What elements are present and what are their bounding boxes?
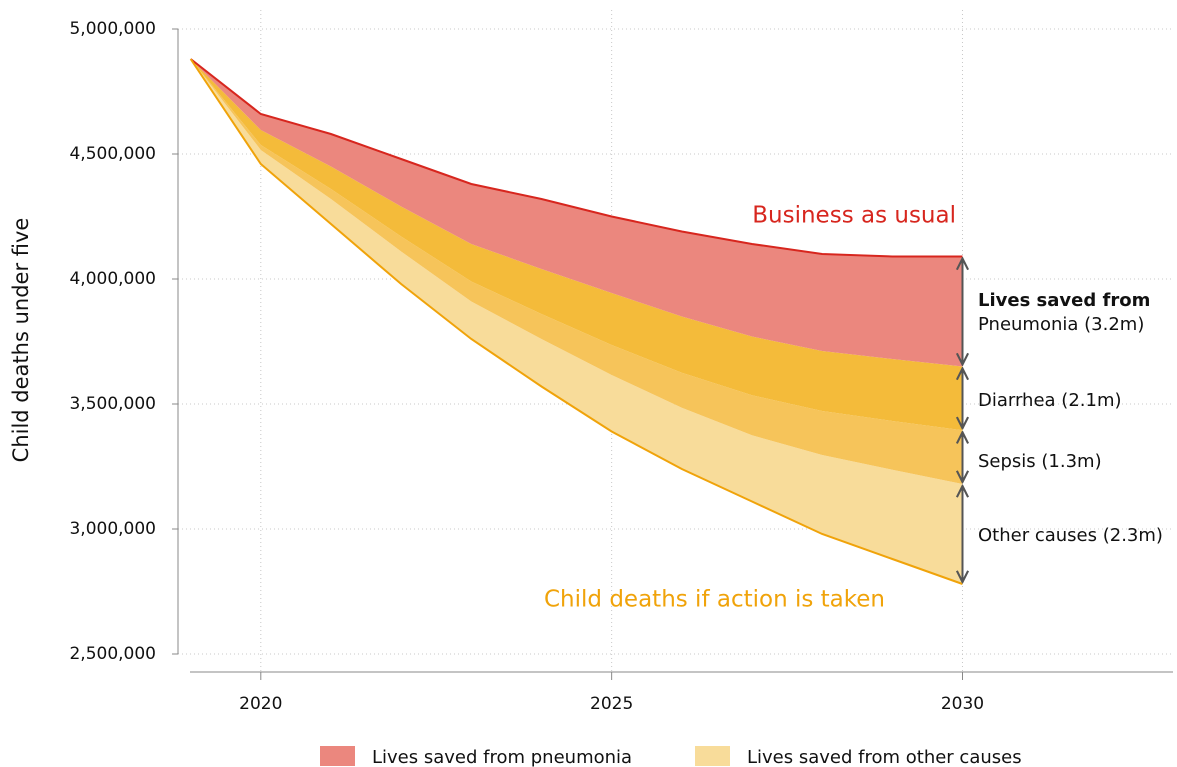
y-tick-label: 4,500,000 xyxy=(69,144,156,164)
action-line xyxy=(189,58,963,585)
y-tick-label: 3,000,000 xyxy=(69,519,156,539)
y-tick-label: 3,500,000 xyxy=(69,394,156,414)
annotation: Lives saved from xyxy=(978,290,1150,311)
legend-label: Lives saved from pneumonia xyxy=(372,747,632,767)
legend-label: Lives saved from other causes xyxy=(747,747,1022,767)
annotation: Pneumonia (3.2m) xyxy=(978,314,1144,335)
x-tick-label: 2025 xyxy=(590,694,633,714)
area xyxy=(190,59,963,484)
area xyxy=(190,59,963,367)
area xyxy=(190,59,963,431)
annotation: Other causes (2.3m) xyxy=(978,525,1163,546)
legend-swatch xyxy=(320,746,355,766)
y-axis-label: Child deaths under five xyxy=(9,218,33,463)
y-tick-label: 5,000,000 xyxy=(69,19,156,39)
annotation: Child deaths if action is taken xyxy=(544,587,885,613)
y-tick-label: 2,500,000 xyxy=(69,644,156,664)
annotation: Sepsis (1.3m) xyxy=(978,451,1102,472)
y-tick-label: 4,000,000 xyxy=(69,269,156,289)
annotation: Business as usual xyxy=(752,203,956,229)
annotation: Diarrhea (2.1m) xyxy=(978,390,1122,411)
bau-line xyxy=(190,58,963,258)
area xyxy=(190,59,963,584)
legend-swatch xyxy=(695,746,730,766)
x-tick-label: 2030 xyxy=(941,694,984,714)
x-tick-label: 2020 xyxy=(239,694,282,714)
